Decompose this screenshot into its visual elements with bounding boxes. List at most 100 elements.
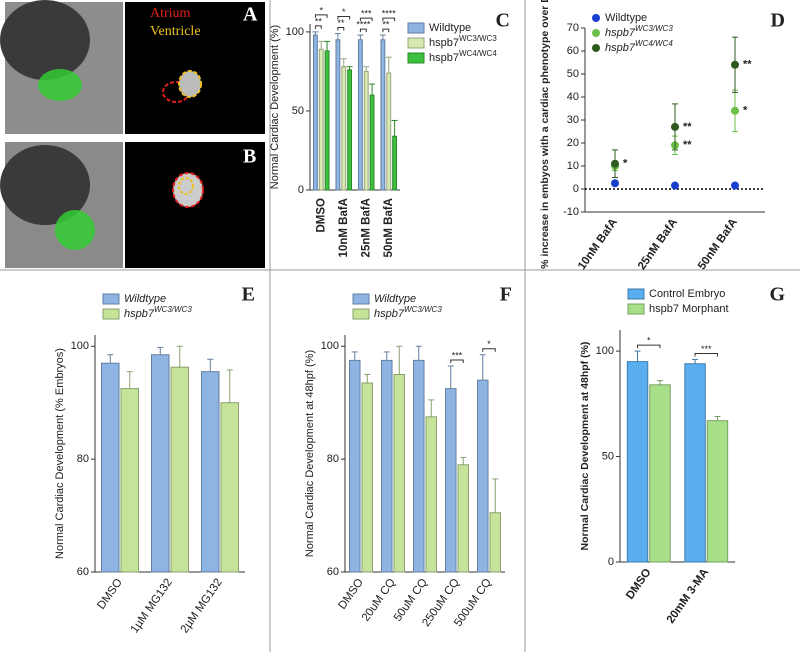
significance-label: * (647, 335, 651, 345)
legend-swatch (407, 52, 425, 64)
y-tick-label: 100 (321, 340, 339, 352)
point (611, 179, 619, 188)
legend-name: Wildtype (124, 293, 166, 305)
legend-name: hspb7 (374, 308, 405, 320)
x-tick-label: 25nM BafA (360, 198, 372, 257)
bar (101, 362, 120, 573)
y-tick-label: 60 (327, 566, 339, 578)
point (611, 159, 619, 168)
significance-bracket (337, 26, 345, 31)
x-tick-label: 10nM BafA (338, 198, 350, 257)
legend-swatch (592, 29, 600, 37)
bar (649, 384, 671, 563)
legend-label: hspb7WC3/WC3 (605, 24, 673, 39)
legend-sup: WC3/WC3 (459, 34, 497, 43)
y-tick-label: 100 (596, 345, 614, 357)
y-axis-label: Normal Cardiac Development (%) (269, 25, 281, 189)
significance-label: * (487, 339, 491, 349)
bar (393, 374, 405, 573)
legend-label: hspb7 Morphant (649, 303, 729, 315)
panel-letter: C (496, 10, 510, 32)
significance-label: *** (452, 350, 463, 360)
bar (684, 363, 706, 563)
bar (318, 48, 324, 191)
legend-name: Wildtype (374, 293, 416, 305)
point (731, 181, 739, 190)
bar (120, 388, 139, 573)
significance-label: **** (356, 19, 371, 29)
legend-swatch (352, 293, 370, 305)
significance-bracket (382, 28, 390, 33)
panel-letter: D (771, 10, 785, 32)
significance-label: *** (701, 344, 712, 354)
legend-swatch (592, 14, 600, 22)
significance-bracket (359, 17, 373, 22)
significance-label: * (623, 158, 628, 170)
legend-name: hspb7 (429, 52, 459, 64)
bar (347, 69, 353, 191)
bar (386, 72, 392, 191)
legend-swatch (592, 44, 600, 52)
bar (457, 464, 469, 573)
legend-name: hspb7 (605, 42, 636, 54)
y-tick-label: 0 (573, 183, 579, 195)
significance-label: ** (743, 59, 752, 71)
significance-label: ** (382, 19, 390, 29)
significance-bracket (314, 14, 328, 18)
significance-label: ** (683, 139, 692, 151)
significance-bracket (637, 344, 661, 349)
legend-label: hspb7WC3/WC3 (429, 34, 497, 49)
y-axis-label: Normal Cardiac Development at 48hpf (%) (304, 350, 316, 557)
y-tick-label: 30 (567, 114, 579, 126)
legend-sup: WC3/WC3 (154, 305, 192, 314)
significance-label: ** (315, 16, 323, 26)
legend-name: hspb7 (429, 37, 459, 49)
legend-label: Wildtype (605, 12, 647, 24)
legend-swatch (407, 37, 425, 49)
bar (349, 359, 361, 573)
significance-bracket (482, 348, 496, 352)
bar (361, 382, 373, 573)
y-tick-label: 60 (567, 45, 579, 57)
legend-label: Wildtype (374, 293, 416, 305)
point (671, 181, 679, 190)
y-tick-label: 80 (77, 453, 89, 465)
bar (335, 39, 341, 191)
y-tick-label: 20 (567, 137, 579, 149)
significance-bracket (450, 359, 464, 364)
significance-bracket (694, 353, 718, 357)
legend-label: hspb7WC4/WC4 (605, 39, 673, 54)
bar (477, 379, 489, 573)
significance-label: * (342, 7, 346, 17)
y-tick-label: 80 (327, 453, 339, 465)
bar (445, 388, 457, 573)
x-tick-label: 50nM BafA (383, 198, 395, 257)
bar (341, 66, 347, 191)
bar (413, 359, 425, 573)
legend-sup: WC4/WC4 (635, 39, 673, 48)
panel-letter: A (243, 4, 258, 26)
y-axis-label: Normal Cardiac Development at 48hpf (%) (579, 342, 591, 551)
bar (312, 34, 318, 191)
y-tick-label: -10 (563, 206, 579, 218)
legend-swatch (102, 308, 120, 320)
significance-label: **** (382, 8, 397, 18)
legend-name: Control Embryo (649, 288, 725, 300)
bar (201, 371, 220, 573)
significance-bracket (382, 17, 396, 22)
legend-name: hspb7 (124, 308, 155, 320)
legend-swatch (352, 308, 370, 320)
y-tick-label: 60 (77, 566, 89, 578)
significance-bracket (359, 28, 367, 33)
chart: 0 50 100 Normal Cardiac Development (%) C DMS… (269, 5, 510, 257)
y-tick-label: 50 (602, 450, 614, 462)
legend-name: Wildtype (429, 22, 471, 34)
bar (626, 361, 649, 563)
atrium-label: Atrium (150, 6, 191, 21)
bar (706, 420, 729, 563)
significance-bracket (337, 15, 351, 20)
y-tick-label: 0 (608, 556, 614, 568)
y-axis-label: % increase in embyos with a cardiac phen… (539, 0, 551, 269)
legend-swatch (407, 22, 425, 34)
